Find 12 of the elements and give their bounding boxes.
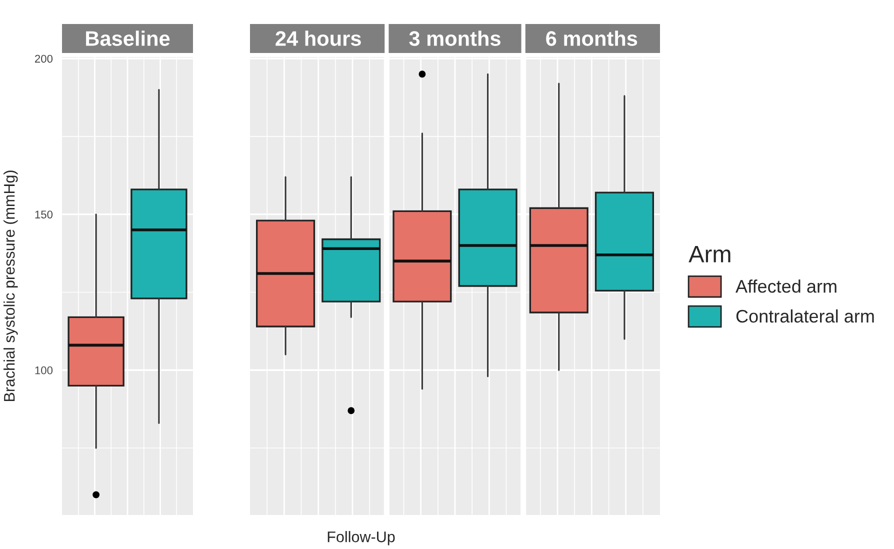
y-tick-label: 150 (35, 210, 53, 218)
x-tick-label: Baseline (86, 30, 170, 46)
y-tick-label: 100 (35, 366, 53, 374)
x-tick-label: 3 months (409, 30, 500, 46)
y-tick-label: 200 (34, 54, 53, 63)
legend-label: Affected arm (736, 279, 836, 293)
x-axis-title: Follow-Up (328, 531, 395, 546)
legend-title: Arm (688, 246, 730, 262)
x-tick-label: 6 months (546, 30, 638, 46)
y-axis-title: Brachial systolic pressure (mmHg) (4, 170, 18, 402)
legend-label: Contralateral arm (736, 309, 874, 323)
x-tick-label: 24 hours (276, 30, 361, 46)
